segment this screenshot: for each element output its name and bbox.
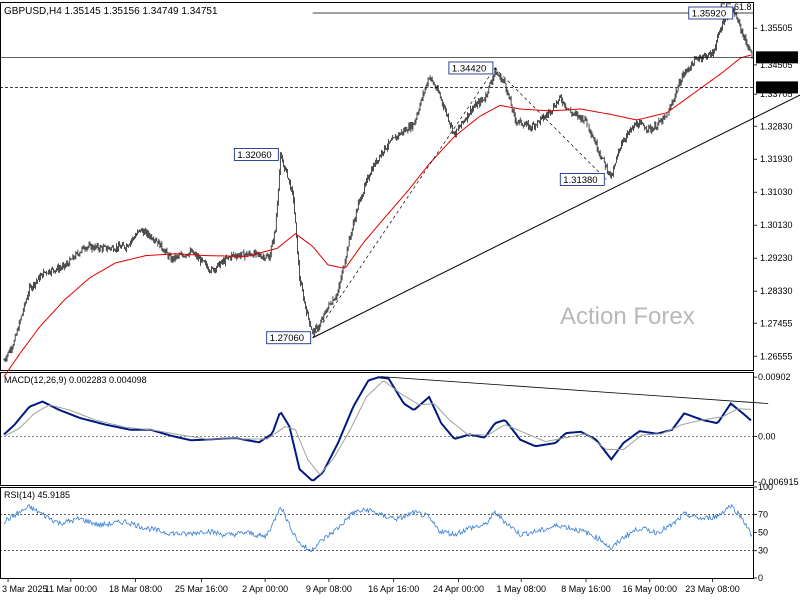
axis-labels: 1.35505 1.34505 1.33705 1.32830 1.31930 1.310… bbox=[2, 23, 799, 594]
time-axis-label: 18 Mar 08:00 bbox=[109, 584, 162, 594]
price-axis-label: 1.33705 bbox=[760, 89, 793, 99]
swing-dashed-line bbox=[494, 67, 607, 180]
rsi-panel-border bbox=[0, 487, 754, 579]
signal-line bbox=[3, 380, 752, 476]
swing-dashed-line bbox=[312, 67, 496, 338]
price-annotation-box bbox=[559, 173, 605, 186]
current-price-label: 1.34751 bbox=[760, 53, 793, 63]
macd-panel-border bbox=[0, 372, 754, 486]
price-axis-label: 1.35505 bbox=[760, 23, 793, 33]
chart-frame bbox=[0, 2, 754, 579]
price-axis-label: 1.29230 bbox=[760, 253, 793, 263]
price-axis-label: 1.31030 bbox=[760, 187, 793, 197]
level-price-label: 1.33890 bbox=[760, 83, 793, 93]
price-panel: FE 61.8 1.32060 1.27060 1.34420 1.31380 1.359… bbox=[0, 2, 800, 377]
price-annotation-box bbox=[266, 331, 312, 345]
price-annotation-box bbox=[448, 61, 494, 75]
macd-axis-label: 0.00902 bbox=[758, 372, 791, 382]
time-axis-label: 9 Apr 08:00 bbox=[306, 584, 352, 594]
rsi-title: RSI(14) 45.9185 bbox=[4, 490, 70, 500]
rsi-panel: RSI(14) 45.9185 bbox=[0, 490, 753, 553]
price-annotation-label: 1.34420 bbox=[452, 63, 486, 74]
rsi-line bbox=[3, 503, 753, 553]
time-axis-label: 2 Apr 00:00 bbox=[242, 584, 288, 594]
support-trendline bbox=[312, 94, 800, 339]
price-annotation-label: 1.27060 bbox=[270, 333, 304, 344]
price-axis-label: 1.28330 bbox=[760, 286, 793, 296]
rsi-axis-label: 100 bbox=[758, 482, 773, 492]
rsi-axis-label: 50 bbox=[758, 528, 768, 538]
macd-line bbox=[3, 376, 752, 482]
time-axis-label: 16 Apr 16:00 bbox=[368, 584, 419, 594]
fe-line-label: FE 61.8 bbox=[720, 2, 752, 12]
price-panel-border bbox=[0, 2, 754, 371]
price-axis-label: 1.30130 bbox=[760, 220, 793, 230]
time-axis-label: 1 May 08:00 bbox=[496, 584, 546, 594]
rsi-axis-label: 0 bbox=[758, 573, 763, 583]
price-annotation-box bbox=[233, 148, 279, 161]
macd-trendline bbox=[380, 376, 769, 404]
time-axis-label: 24 Apr 00:00 bbox=[433, 584, 484, 594]
price-annotation-box bbox=[688, 6, 734, 20]
price-axis-label: 1.34505 bbox=[760, 60, 793, 70]
macd-axis-label: 0.00 bbox=[758, 431, 776, 441]
macd-axis-label: -0.006915 bbox=[758, 477, 799, 487]
price-annotation-label: 1.31380 bbox=[563, 175, 597, 186]
price-axis-label: 1.27455 bbox=[760, 318, 793, 328]
time-axis-label: 11 Mar 00:00 bbox=[45, 584, 97, 594]
symbol-header: GBPUSD,H4 1.35145 1.35156 1.34749 1.3475… bbox=[4, 6, 218, 17]
price-axis-label: 1.32830 bbox=[760, 121, 793, 131]
price-axis-label: 1.31930 bbox=[760, 154, 793, 164]
ema-line bbox=[3, 54, 752, 377]
time-axis-label: 3 Mar 2025 bbox=[2, 584, 48, 594]
price-axis-label: 1.26555 bbox=[760, 351, 793, 361]
current-price-box bbox=[756, 51, 798, 64]
watermark: Action Forex bbox=[560, 303, 695, 330]
time-axis-label: 8 May 16:00 bbox=[561, 584, 611, 594]
macd-title: MACD(12,26,9) 0.002283 0.004098 bbox=[4, 375, 147, 385]
rsi-axis-label: 70 bbox=[758, 509, 768, 519]
price-annotation-label: 1.35920 bbox=[692, 8, 726, 19]
time-axis-label: 25 Mar 16:00 bbox=[175, 584, 228, 594]
level-price-box bbox=[756, 81, 798, 94]
macd-panel: MACD(12,26,9) 0.002283 0.004098 bbox=[0, 375, 769, 482]
rsi-axis-label: 30 bbox=[758, 546, 768, 556]
time-axis-label: 23 May 08:00 bbox=[685, 584, 740, 594]
price-annotation-label: 1.32060 bbox=[237, 150, 271, 161]
time-axis-label: 16 May 00:00 bbox=[622, 584, 677, 594]
